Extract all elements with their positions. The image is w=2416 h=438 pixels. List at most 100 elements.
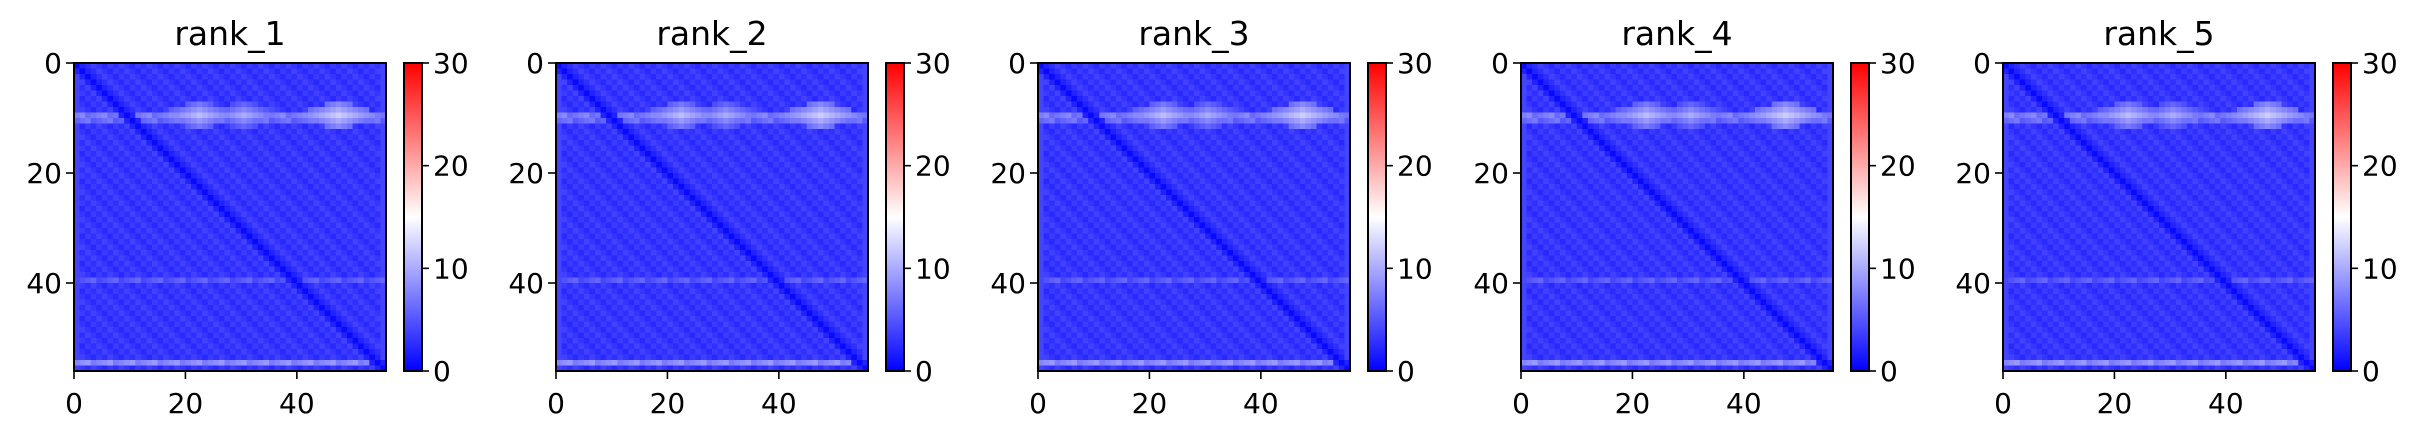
heatmap-cell (856, 156, 864, 163)
heatmap-cell (269, 305, 276, 312)
heatmap-cell (335, 156, 343, 163)
heatmap-cell (152, 184, 159, 191)
heatmap-cell (667, 79, 674, 86)
heatmap-cell (285, 206, 292, 213)
heatmap-cell (296, 288, 304, 295)
heatmap-cell (107, 288, 114, 295)
heatmap-cell (374, 321, 382, 328)
heatmap-cell (202, 118, 209, 125)
heatmap-cell (369, 217, 376, 224)
heatmap-cell (717, 189, 724, 196)
heatmap-cell (823, 206, 830, 213)
colorbar-tick-label: 0 (433, 355, 451, 388)
heatmap-cell (834, 162, 841, 169)
heatmap-cell (728, 63, 735, 70)
heatmap-cell (347, 239, 354, 246)
heatmap-cell (374, 272, 382, 279)
heatmap-cell (313, 365, 320, 372)
heatmap-cell (639, 145, 646, 152)
heatmap-cell (369, 167, 376, 174)
heatmap-cell (595, 222, 602, 229)
heatmap-cell (313, 266, 320, 273)
heatmap-cell (129, 211, 136, 218)
heatmap-cell (634, 123, 641, 130)
heatmap-cell (611, 85, 618, 92)
heatmap-cell (163, 316, 170, 323)
heatmap-cell (645, 178, 652, 185)
heatmap-cell (661, 156, 669, 163)
heatmap-cell (851, 107, 858, 114)
heatmap-cell (667, 173, 674, 180)
heatmap-cell (85, 118, 92, 125)
heatmap-cell (196, 316, 203, 323)
heatmap-cell (689, 173, 696, 180)
heatmap-cell (202, 140, 209, 147)
heatmap-cell (113, 189, 120, 196)
heatmap-cell (700, 228, 708, 235)
heatmap-cell (118, 195, 125, 202)
x-tick-label: 0 (65, 387, 83, 420)
heatmap-cell (324, 90, 331, 97)
heatmap-cell (790, 228, 797, 235)
heatmap-cell (157, 200, 164, 207)
heatmap-cell (96, 266, 103, 273)
heatmap-cell (739, 101, 747, 108)
heatmap-cell (617, 151, 624, 158)
heatmap-cell (308, 261, 315, 268)
heatmap-cell (606, 96, 613, 103)
heatmap-cell (712, 145, 719, 152)
heatmap-cell (622, 173, 630, 180)
heatmap-cell (578, 134, 585, 141)
heatmap-cell (595, 173, 602, 180)
heatmap-cell (107, 217, 114, 224)
heatmap-cell (717, 68, 724, 75)
heatmap-cell (817, 233, 825, 240)
heatmap-cell (107, 123, 114, 130)
heatmap-cell (790, 118, 797, 125)
heatmap-cell (213, 63, 220, 70)
heatmap-cell (79, 101, 86, 108)
heatmap-cell (124, 85, 131, 92)
heatmap-cell (324, 299, 331, 306)
heatmap-cell (324, 283, 331, 290)
heatmap-cell (706, 195, 713, 202)
heatmap-cell (784, 79, 791, 86)
heatmap-cell (118, 167, 125, 174)
heatmap-cell (834, 156, 841, 163)
heatmap-cell (840, 129, 847, 136)
heatmap-cell (324, 101, 331, 108)
heatmap-cell (812, 217, 819, 224)
heatmap-cell (235, 107, 242, 114)
heatmap-cell (801, 90, 808, 97)
heatmap-cell (723, 96, 730, 103)
heatmap-cell (778, 228, 786, 235)
heatmap-cell (96, 118, 103, 125)
heatmap-cell (773, 178, 780, 185)
heatmap-cell (285, 184, 292, 191)
heatmap-cell (107, 145, 114, 152)
heatmap-cell (196, 365, 203, 372)
heatmap-cell (862, 195, 869, 202)
heatmap-cell (567, 129, 574, 136)
heatmap-cell (191, 244, 198, 251)
heatmap-cell (174, 151, 181, 158)
heatmap-cell (280, 338, 287, 345)
heatmap-cell (347, 338, 354, 345)
heatmap-cell (363, 332, 370, 339)
heatmap-cell (374, 365, 382, 372)
heatmap-cell (196, 244, 203, 251)
heatmap-cell (324, 206, 331, 213)
heatmap-cell (728, 222, 735, 229)
heatmap-cell (380, 349, 387, 356)
heatmap-cell (235, 74, 242, 81)
heatmap-cell (269, 184, 276, 191)
heatmap-cell (90, 123, 97, 130)
heatmap-cell (578, 151, 585, 158)
heatmap-cell (352, 288, 359, 295)
heatmap-cell (163, 233, 170, 240)
heatmap-cell (678, 222, 685, 229)
heatmap-cell (107, 90, 114, 97)
heatmap-cell (363, 85, 370, 92)
heatmap-cell (319, 244, 326, 251)
heatmap-cell (113, 68, 120, 75)
